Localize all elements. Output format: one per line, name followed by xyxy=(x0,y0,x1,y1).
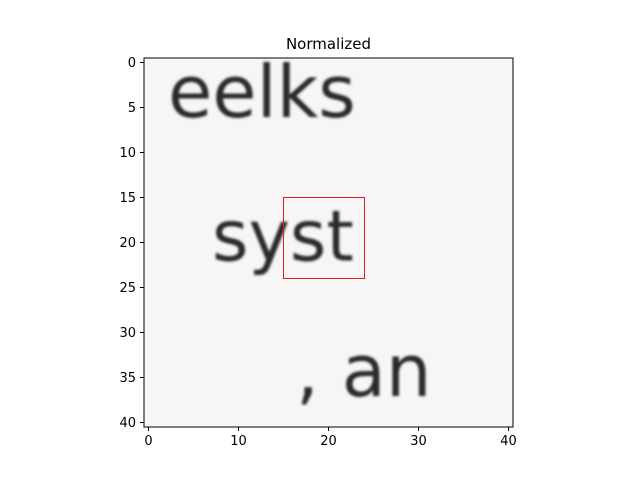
y-tick-label: 25 xyxy=(119,281,136,296)
x-tick-label: 10 xyxy=(230,434,247,449)
image-text-layer: eelks syst , an xyxy=(168,50,432,413)
x-axis: 0 10 20 30 40 xyxy=(144,427,517,449)
y-tick-label: 5 xyxy=(128,101,136,116)
plot-area: eelks syst , an xyxy=(144,50,513,427)
image-text-row: , an xyxy=(296,329,432,413)
image-text-row: eelks xyxy=(168,50,356,134)
y-tick-label: 20 xyxy=(119,236,136,251)
y-tick-label: 40 xyxy=(119,416,136,431)
y-tick-label: 0 xyxy=(128,56,136,71)
y-tick-label: 15 xyxy=(119,191,136,206)
x-tick-label: 30 xyxy=(410,434,427,449)
y-tick-label: 10 xyxy=(119,146,136,161)
y-tick-label: 30 xyxy=(119,326,136,341)
y-tick-label: 35 xyxy=(119,371,136,386)
highlight-box xyxy=(283,197,365,279)
y-axis: 0 5 10 15 20 25 30 35 40 xyxy=(119,56,144,431)
image-text-row: syst xyxy=(212,196,354,278)
x-tick-label: 0 xyxy=(144,434,152,449)
x-tick-label: 40 xyxy=(500,434,517,449)
chart-title: Normalized xyxy=(286,35,371,53)
image-background xyxy=(144,58,513,427)
x-tick-label: 20 xyxy=(320,434,337,449)
